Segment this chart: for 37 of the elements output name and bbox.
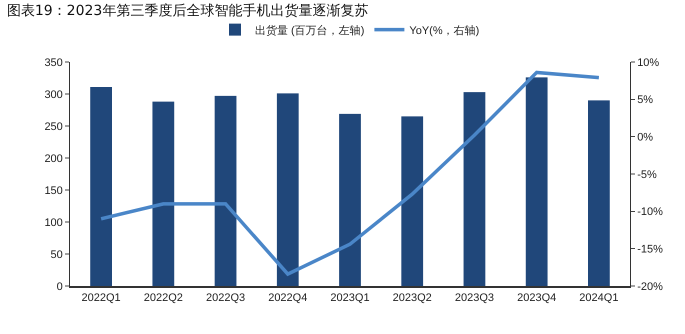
y-tick-label: 300 <box>44 88 63 101</box>
bar <box>90 86 112 286</box>
bar <box>588 100 610 286</box>
bar <box>214 96 236 286</box>
y-tick-label: 200 <box>44 152 63 165</box>
y2-tick-label: -10% <box>637 206 664 218</box>
line-series <box>99 70 601 276</box>
bar <box>339 114 361 286</box>
y2-tick-label: 0% <box>637 132 654 144</box>
legend-label: 出货量 (百万台，左轴) <box>255 24 364 37</box>
y-tick-label: 150 <box>44 184 63 197</box>
x-tick-label: 2023Q1 <box>330 292 370 304</box>
x-tick-label: 2023Q2 <box>392 292 432 304</box>
y2-tick-label: 5% <box>637 94 654 106</box>
x-tick-label: 2022Q4 <box>268 292 308 304</box>
x-tick-label: 2022Q3 <box>206 292 246 304</box>
bar <box>526 77 548 286</box>
y2-tick-label: -5% <box>637 168 657 181</box>
chart-title: 图表19：2023年第三季度后全球智能手机出货量逐渐复苏 <box>6 2 368 19</box>
y-tick-label: 50 <box>50 248 63 261</box>
y2-tick-label: 10% <box>637 56 660 69</box>
x-tick-label: 2024Q1 <box>579 292 618 304</box>
bar <box>152 102 174 286</box>
y-tick-label: 0 <box>56 280 63 293</box>
bar <box>401 116 424 286</box>
bar <box>464 92 486 286</box>
x-tick-label: 2022Q1 <box>82 292 121 304</box>
x-tick-label: 2022Q2 <box>144 292 183 304</box>
y-tick-label: 100 <box>44 216 63 229</box>
bar <box>276 93 299 286</box>
y-tick-label: 350 <box>44 56 63 69</box>
y2-tick-label: -15% <box>637 244 664 256</box>
x-tick-label: 2023Q3 <box>454 292 494 304</box>
legend-label: YoY(%，右轴) <box>409 24 480 37</box>
y-tick-label: 250 <box>44 120 63 133</box>
x-tick-label: 2023Q4 <box>517 292 556 304</box>
y2-tick-label: -20% <box>637 280 664 293</box>
